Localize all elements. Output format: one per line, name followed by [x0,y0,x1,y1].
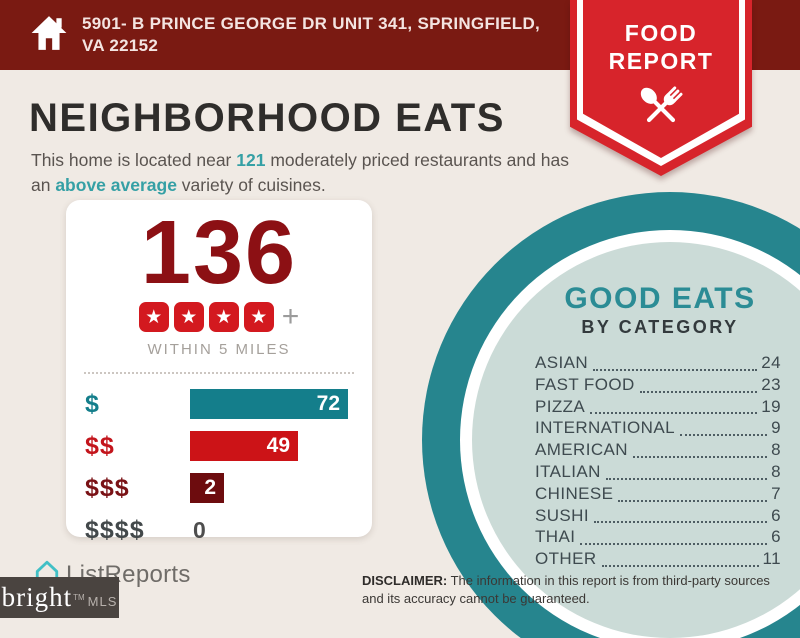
category-label: FAST FOOD [535,374,635,394]
price-tier-value: 49 [266,434,290,457]
category-label: OTHER [535,549,597,569]
category-value: 6 [771,505,781,525]
trademark-symbol: TM [73,592,85,602]
category-label: SUSHI [535,505,589,525]
star-icon: ★ [138,302,169,332]
subtitle-pre: This home is located near [31,150,237,170]
dotted-leader [639,390,758,393]
dotted-leader [618,499,768,502]
category-label: CHINESE [535,483,614,503]
dotted-leader [590,412,758,415]
property-address: 5901- B PRINCE GEORGE DR UNIT 341, SPRIN… [82,13,541,55]
dotted-leader [632,455,768,458]
spoon-fork-icon [570,79,752,142]
price-tier-bar: 72 [190,389,348,419]
category-value: 9 [771,418,781,438]
subtitle-mid: moderately priced restaurants and has an [31,150,569,196]
house-icon [30,15,68,56]
food-report-ribbon: FOOD REPORT [570,0,752,176]
category-value: 11 [762,549,781,569]
good-eats-title: GOOD EATS [564,282,756,315]
price-tier-label: $$$$ [85,515,145,544]
category-row: PIZZA 19 [535,397,781,419]
category-value: 19 [761,396,781,416]
price-tier-value: 0 [193,516,206,543]
variety-rating: above average [55,175,177,196]
page-title: NEIGHBORHOOD EATS [29,96,505,140]
category-row: FAST FOOD 23 [535,375,781,397]
category-value: 8 [771,461,781,481]
category-row: ASIAN 24 [535,353,781,375]
good-eats-panel: GOOD EATS BY CATEGORY ASIAN 24 FAST FOOD 23… [515,282,800,571]
category-row: SUSHI 6 [535,506,781,528]
category-label: ASIAN [535,353,589,372]
dotted-leader [601,564,759,567]
category-value: 7 [771,483,781,503]
disclaimer-label: DISCLAIMER: [362,573,448,588]
category-row: THAI 6 [535,527,781,549]
page-subtitle: This home is located near 121 moderately… [31,148,576,199]
category-list: ASIAN 24 FAST FOOD 23 PIZZA 19 INTERNATIONAL 9 A… [515,353,800,571]
plus-sign: + [281,300,300,333]
star-rating: ★ ★ ★ ★ + [66,302,372,332]
category-value: 6 [771,527,781,547]
dotted-leader [580,543,768,546]
dotted-leader [593,521,768,524]
category-label: PIZZA [535,396,586,416]
price-tier-label: $$ [85,431,115,460]
dotted-leader [605,477,768,480]
price-tier-row: $$$$ 0 [85,515,356,545]
restaurant-count: 121 [236,150,266,170]
category-label: AMERICAN [535,440,628,460]
disclaimer-text: The information in this report is from t… [362,573,770,606]
category-row: AMERICAN 8 [535,440,781,462]
restaurant-stats-card: 136 ★ ★ ★ ★ + WITHIN 5 MILES $72 $$ 49 $$$ 2 $$$… [66,200,372,544]
star-icon: ★ [173,302,204,332]
category-row: OTHER 11 [535,549,781,571]
card-divider [84,372,354,374]
category-row: CHINESE 7 [535,484,781,506]
ribbon-title-line2: REPORT [608,47,714,74]
star-icon: ★ [243,302,274,332]
price-tier-value: 2 [204,476,216,499]
price-tier-label: $$$ [85,473,130,502]
good-eats-circle [472,242,800,638]
dotted-leader [593,368,758,371]
category-label: ITALIAN [535,461,601,481]
price-tier-bar-chart: $72 $$ 49 $$$ 2 $$$$ 0 [66,374,372,545]
price-tier-label: $ [85,389,100,418]
category-label: INTERNATIONAL [535,418,675,438]
category-value: 23 [761,374,781,394]
category-label: THAI [535,527,576,547]
radius-label: WITHIN 5 MILES [147,341,291,358]
category-value: 8 [771,440,781,460]
dotted-leader [679,434,768,437]
bright-mls-logo: bright TM MLS [0,577,119,618]
category-row: INTERNATIONAL 9 [535,418,781,440]
price-tier-row: $$ 49 [85,431,356,461]
ribbon-content: FOOD REPORT [570,0,752,142]
price-tier-bar: 2 [190,473,224,503]
category-row: ITALIAN 8 [535,462,781,484]
disclaimer: DISCLAIMER: The information in this repo… [362,572,790,607]
category-value: 24 [761,353,781,372]
ribbon-title-line1: FOOD [624,20,698,46]
star-tiles: ★ ★ ★ ★ [138,302,274,332]
mls-wordmark: MLS [87,593,118,609]
price-tier-row: $$$ 2 [85,473,356,503]
price-tier-row: $72 [85,389,356,419]
price-tier-bar: 49 [190,431,298,461]
price-tier-value: 72 [316,392,340,415]
by-category-subtitle: BY CATEGORY [581,317,739,337]
star-icon: ★ [208,302,239,332]
subtitle-post: variety of cuisines. [176,175,326,196]
total-restaurants: 136 [140,203,298,303]
bright-wordmark: bright [1,582,73,612]
